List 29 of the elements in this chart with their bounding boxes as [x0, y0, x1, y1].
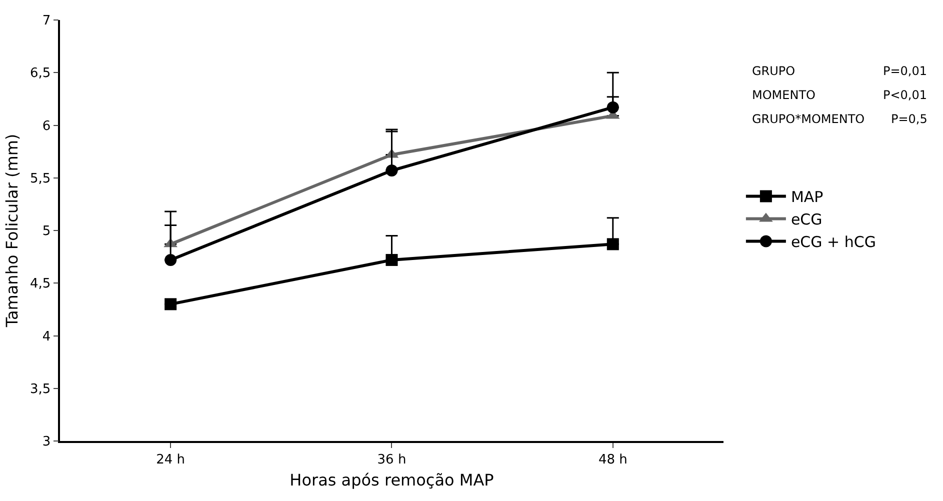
- y-axis-title: Tamanho Folicular (mm): [2, 134, 22, 328]
- y-tick-label: 7: [42, 14, 51, 29]
- y-tick-label: 5: [42, 224, 51, 240]
- x-tick-label: 36 h: [377, 452, 406, 468]
- legend-label: eCG + hCG: [790, 233, 876, 252]
- point: [606, 238, 619, 250]
- y-tick-label: 6: [42, 118, 51, 134]
- y-tick-label: 3,5: [30, 382, 51, 397]
- y-tick-label: 4: [42, 329, 51, 344]
- point: [606, 101, 619, 114]
- point: [386, 254, 398, 266]
- x-axis-title: Horas após remoção MAP: [290, 470, 494, 490]
- x-tick-label: 48 h: [598, 452, 628, 468]
- legend-label: eCG: [790, 210, 822, 229]
- text: P=0,5: [891, 112, 928, 126]
- point: [386, 164, 398, 177]
- text: MOMENTO: [752, 88, 816, 102]
- text: P<0,01: [883, 88, 928, 102]
- point: [164, 254, 177, 266]
- y-tick-label: 6,5: [30, 66, 51, 82]
- y-tick-label: 5,5: [30, 171, 51, 186]
- text: GRUPO*MOMENTO: [752, 112, 865, 126]
- y-tick-label: 4,5: [30, 276, 51, 292]
- y-tick-label: 3: [42, 434, 51, 450]
- point: [164, 298, 177, 310]
- x-tick-label: 24 h: [156, 452, 186, 468]
- text: GRUPO: [752, 64, 796, 78]
- text: P=0,01: [883, 64, 928, 78]
- legend-label: MAP: [790, 188, 824, 206]
